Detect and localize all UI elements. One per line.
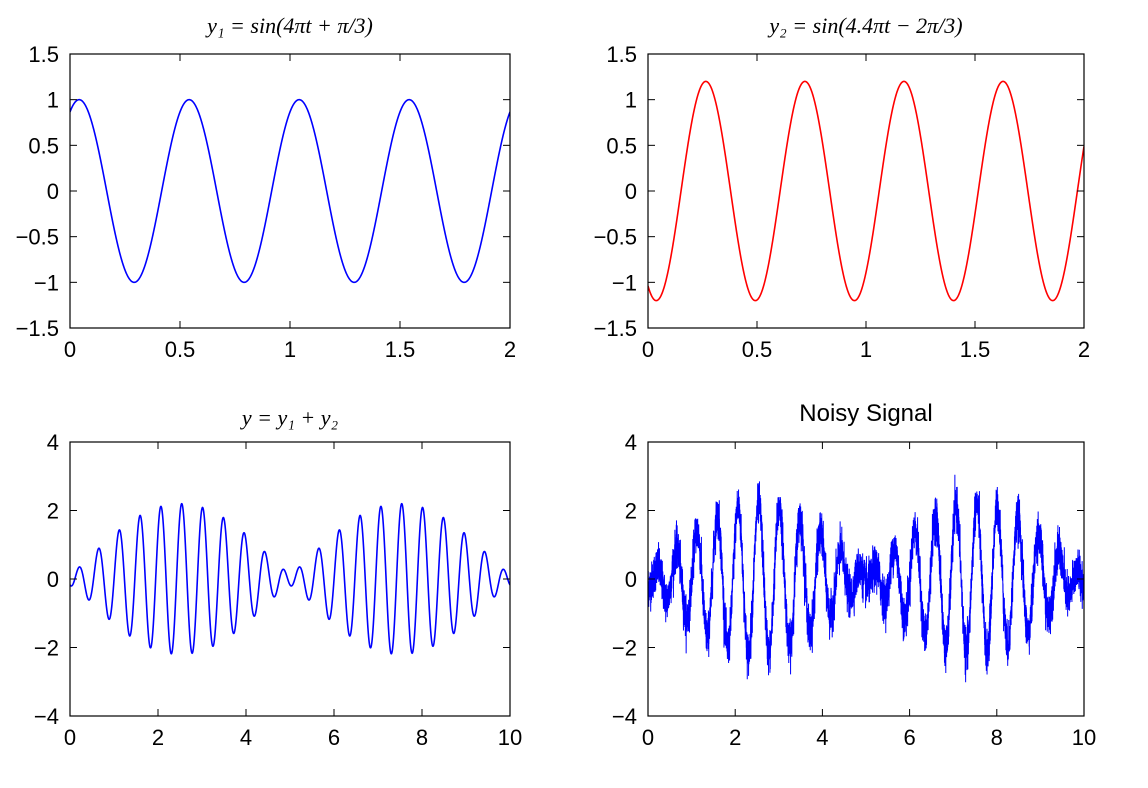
subplot-3-ytick-label: −2 [34, 636, 59, 661]
subplot-4-xtick-label: 2 [729, 725, 741, 750]
subplot-2-ytick-label: 1 [625, 88, 637, 113]
subplot-1-title: y₁ = sin(4πt + π/3) [205, 13, 373, 38]
subplot-1: y₁ = sin(4πt + π/3) 0 0.5 1 1.5 2−1.5−1−0.50… [16, 13, 517, 362]
subplot-3-ytick-label: 0 [47, 567, 59, 592]
subplot-4-xtick-label: 8 [991, 725, 1003, 750]
subplot-3-xtick-label: 2 [152, 725, 164, 750]
subplot-1-ytick-label: 0 [47, 179, 59, 204]
subplot-2-xtick-label: 0.5 [742, 337, 773, 362]
subplot-1-xtick-label: 0 [64, 337, 76, 362]
subplot-3-xtick-label: 8 [416, 725, 428, 750]
subplot-2-xtick-label: 1 [860, 337, 872, 362]
subplot-4-xtick-label: 10 [1072, 725, 1096, 750]
subplot-4-plot-area: 0 2 4 6 8 10 −4 −2 0 2 4 [612, 430, 1096, 750]
subplot-4-title: Noisy Signal [799, 400, 932, 427]
subplot-4-xtick-label: 6 [903, 725, 915, 750]
subplot-1-ytick-label: 0.5 [28, 133, 59, 158]
subplot-3-xtick-label: 4 [240, 725, 252, 750]
subplot-2-xtick-label: 1.5 [960, 337, 991, 362]
subplot-3-ytick-label: 4 [47, 430, 59, 455]
subplot-3-ytick-label: −4 [34, 704, 59, 729]
subplot-3-title: y = y₁ + y₂ [240, 405, 339, 430]
subplot-4: Noisy Signal 0 2 4 6 8 10 −4 −2 0 2 4 [612, 400, 1096, 750]
subplot-2-series-line [648, 80, 1084, 302]
subplot-1-xtick-label: 0.5 [165, 337, 196, 362]
subplot-2-ytick-label: −1.5 [594, 316, 637, 341]
subplot-4-ytick-label: 0 [625, 567, 637, 592]
subplot-4-ytick-label: 2 [625, 499, 637, 524]
subplot-4-ytick-label: −4 [612, 704, 637, 729]
subplot-3: y = y₁ + y₂ 0 2 4 6 8 10 −4 −2 0 2 4 [34, 405, 522, 750]
subplot-3-xtick-label: 0 [64, 725, 76, 750]
subplot-2-ytick-label: −0.5 [594, 225, 637, 250]
subplot-1-xtick-label: 1 [284, 337, 296, 362]
subplot-2-ytick-label: 0 [625, 179, 637, 204]
subplot-1-plot-area: 0 0.5 1 1.5 2 −1.5 −1 −0.5 0 0.5 1 1.5 [16, 42, 517, 362]
subplot-1-ytick-label: −1.5 [16, 316, 59, 341]
subplot-4-xtick-label: 0 [642, 725, 654, 750]
subplot-2-title: y₂ = sin(4.4πt − 2π/3) [767, 13, 962, 38]
subplot-4-ytick-label: −2 [612, 636, 637, 661]
subplot-1-ytick-label: 1.5 [28, 42, 59, 67]
subplot-2-ytick-label: −1 [612, 270, 637, 295]
subplot-1-ytick-label: −1 [34, 270, 59, 295]
subplot-2-plot-area: 0 0.5 1 1.5 2 −1.5 −1 −0.5 0 0.5 1 1.5 [594, 42, 1091, 362]
subplot-2-ytick-label: 1.5 [606, 42, 637, 67]
subplot-1-ytick-label: −0.5 [16, 225, 59, 250]
subplot-1-series-line [70, 98, 510, 284]
subplot-2: y₂ = sin(4.4πt − 2π/3) 0 0.5 1 1.5 2 −1.5 −1 −0… [594, 13, 1091, 362]
subplot-1-xtick-label: 1.5 [385, 337, 416, 362]
subplot-4-xtick-label: 4 [816, 725, 828, 750]
subplot-4-ytick-label: 4 [625, 430, 637, 455]
subplot-2-xtick-label: 0 [642, 337, 654, 362]
subplot-3-plot-area: 0 2 4 6 8 10 −4 −2 0 2 4 [34, 430, 522, 750]
subplot-1-xtick-label: 2 [504, 337, 516, 362]
subplot-3-ytick-label: 2 [47, 499, 59, 524]
subplot-2-ytick-label: 0.5 [606, 133, 637, 158]
subplot-3-xtick-label: 10 [498, 725, 522, 750]
subplot-3-series-line [70, 502, 510, 655]
subplot-1-ytick-label: 1 [47, 88, 59, 113]
subplot-2-xtick-label: 2 [1078, 337, 1090, 362]
subplot-3-xtick-label: 6 [328, 725, 340, 750]
subplot-4-series-line [648, 474, 1084, 683]
